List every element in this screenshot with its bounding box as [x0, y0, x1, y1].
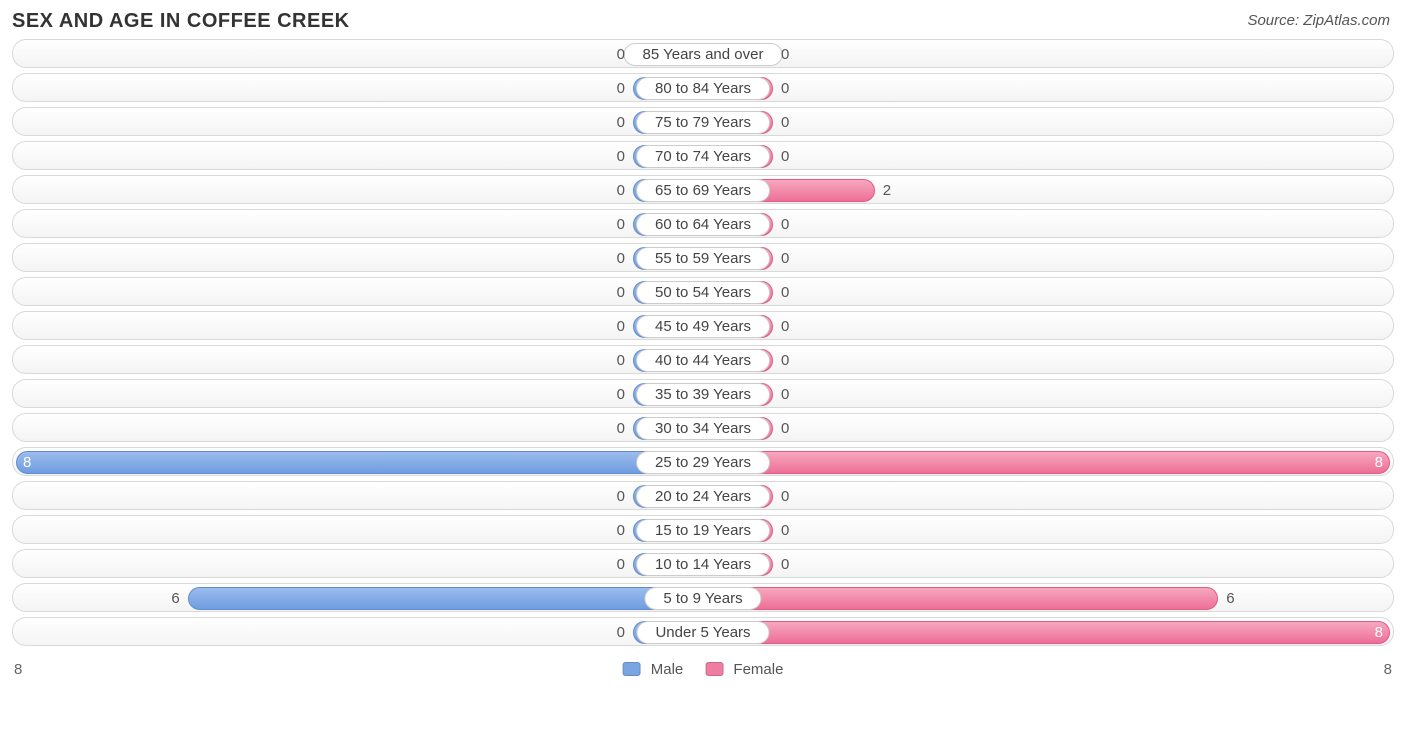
female-value: 0 [781, 108, 789, 137]
age-label-pill: 60 to 64 Years [636, 213, 770, 236]
chart-row: 75 to 79 Years 0 0 [12, 107, 1394, 136]
age-label-pill: 75 to 79 Years [636, 111, 770, 134]
female-bar [703, 621, 1390, 644]
female-bar [703, 451, 1390, 474]
female-value: 0 [781, 380, 789, 409]
axis-max-right: 8 [1384, 661, 1392, 678]
male-value: 0 [617, 108, 625, 137]
female-value: 8 [1375, 448, 1383, 477]
male-value: 8 [23, 448, 31, 477]
age-label-pill: 45 to 49 Years [636, 315, 770, 338]
chart-row: 5 to 9 Years 6 6 [12, 583, 1394, 612]
male-value: 0 [617, 244, 625, 273]
female-value: 0 [781, 40, 789, 69]
chart-row: 25 to 29 Years 8 8 [12, 447, 1394, 476]
age-label-pill: 70 to 74 Years [636, 145, 770, 168]
legend-female: Female [705, 661, 783, 678]
chart-title: SEX AND AGE IN COFFEE CREEK [12, 10, 1394, 33]
age-label-pill: 30 to 34 Years [636, 417, 770, 440]
male-bar [188, 587, 703, 610]
female-value: 0 [781, 312, 789, 341]
age-label-pill: 40 to 44 Years [636, 349, 770, 372]
female-value: 2 [883, 176, 891, 205]
male-value: 0 [617, 40, 625, 69]
chart-row: 60 to 64 Years 0 0 [12, 209, 1394, 238]
male-value: 0 [617, 414, 625, 443]
chart-row: 30 to 34 Years 0 0 [12, 413, 1394, 442]
age-label-pill: 25 to 29 Years [636, 451, 770, 474]
male-value: 0 [617, 346, 625, 375]
axis-max-left: 8 [14, 661, 22, 678]
male-value: 0 [617, 516, 625, 545]
male-value: 0 [617, 482, 625, 511]
legend-male: Male [623, 661, 684, 678]
age-label-pill: Under 5 Years [636, 621, 769, 644]
male-value: 0 [617, 618, 625, 647]
female-value: 0 [781, 142, 789, 171]
male-value: 0 [617, 380, 625, 409]
female-value: 0 [781, 244, 789, 273]
chart-rows: 85 Years and over0080 to 84 Years0075 to… [12, 39, 1394, 646]
legend: Male Female [623, 661, 784, 678]
chart-row: 80 to 84 Years 0 0 [12, 73, 1394, 102]
male-value: 0 [617, 74, 625, 103]
chart-source: Source: ZipAtlas.com [1247, 12, 1390, 29]
age-label-pill: 20 to 24 Years [636, 485, 770, 508]
age-label-pill: 80 to 84 Years [636, 77, 770, 100]
age-label-pill: 10 to 14 Years [636, 553, 770, 576]
female-bar [703, 587, 1218, 610]
female-swatch [705, 662, 723, 676]
legend-male-label: Male [651, 661, 684, 678]
male-swatch [623, 662, 641, 676]
female-value: 0 [781, 550, 789, 579]
age-label-pill: 15 to 19 Years [636, 519, 770, 542]
female-value: 0 [781, 414, 789, 443]
chart-row: 45 to 49 Years 0 0 [12, 311, 1394, 340]
female-value: 6 [1226, 584, 1234, 613]
chart-row: 70 to 74 Years 0 0 [12, 141, 1394, 170]
chart-row: 50 to 54 Years 0 0 [12, 277, 1394, 306]
female-value: 0 [781, 210, 789, 239]
male-value: 0 [617, 278, 625, 307]
female-value: 0 [781, 278, 789, 307]
female-value: 0 [781, 482, 789, 511]
age-label-pill: 85 Years and over [624, 43, 783, 66]
male-value: 0 [617, 142, 625, 171]
male-value: 0 [617, 550, 625, 579]
chart-row: 10 to 14 Years 0 0 [12, 549, 1394, 578]
chart-row: 40 to 44 Years 0 0 [12, 345, 1394, 374]
male-value: 0 [617, 312, 625, 341]
female-value: 8 [1375, 618, 1383, 647]
chart-row: 85 Years and over0 0 [12, 39, 1394, 68]
age-label-pill: 35 to 39 Years [636, 383, 770, 406]
legend-female-label: Female [733, 661, 783, 678]
chart-row: 15 to 19 Years 0 0 [12, 515, 1394, 544]
female-value: 0 [781, 74, 789, 103]
age-label-pill: 5 to 9 Years [644, 587, 761, 610]
chart-row: 55 to 59 Years 0 0 [12, 243, 1394, 272]
chart-row: 35 to 39 Years 0 0 [12, 379, 1394, 408]
male-value: 0 [617, 176, 625, 205]
chart-footer: 8 8 Male Female [12, 650, 1394, 678]
age-label-pill: 55 to 59 Years [636, 247, 770, 270]
male-value: 6 [171, 584, 179, 613]
female-value: 0 [781, 516, 789, 545]
male-value: 0 [617, 210, 625, 239]
male-bar [16, 451, 703, 474]
age-label-pill: 65 to 69 Years [636, 179, 770, 202]
female-value: 0 [781, 346, 789, 375]
chart-row: 65 to 69 Years 0 2 [12, 175, 1394, 204]
chart-row: 20 to 24 Years 0 0 [12, 481, 1394, 510]
pyramid-chart: SEX AND AGE IN COFFEE CREEK Source: ZipA… [0, 0, 1406, 741]
chart-row: Under 5 Years 0 8 [12, 617, 1394, 646]
age-label-pill: 50 to 54 Years [636, 281, 770, 304]
